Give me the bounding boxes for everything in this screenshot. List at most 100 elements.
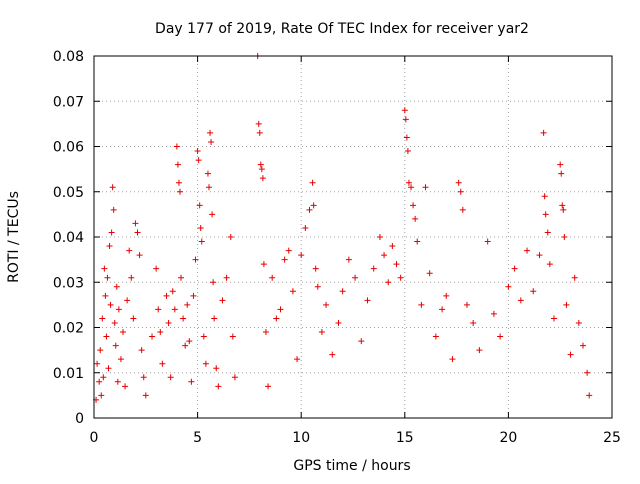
data-point (211, 315, 218, 322)
data-point (302, 224, 309, 231)
data-point (306, 206, 313, 213)
data-point (439, 306, 446, 313)
data-point (269, 274, 276, 281)
chart-title: Day 177 of 2019, Rate Of TEC Index for r… (155, 21, 529, 37)
y-axis-label: ROTI / TECUs (6, 191, 22, 283)
data-point (115, 306, 122, 313)
data-point (426, 270, 433, 277)
x-tick-label: 5 (193, 430, 202, 446)
data-point (546, 261, 553, 268)
data-point (190, 292, 197, 299)
data-point (153, 265, 160, 272)
data-point (294, 356, 301, 363)
data-point (260, 261, 267, 268)
data-point (117, 356, 124, 363)
data-point (393, 261, 400, 268)
data-point (432, 333, 439, 340)
x-tick-label: 0 (90, 430, 99, 446)
data-point (561, 234, 568, 240)
data-point (186, 338, 193, 345)
data-point (100, 374, 107, 381)
data-point (408, 184, 415, 191)
data-point (159, 360, 166, 367)
data-point (132, 220, 139, 227)
data-point (173, 143, 180, 150)
data-point (108, 229, 115, 236)
data-point (298, 252, 305, 259)
data-point (484, 238, 491, 245)
data-point (184, 301, 191, 308)
data-point (163, 292, 170, 299)
data-point (414, 238, 421, 245)
data-point (586, 392, 593, 399)
data-point (213, 365, 220, 372)
y-tick-label: 0.03 (53, 275, 84, 291)
y-tick-label: 0 (75, 411, 84, 427)
data-point (112, 342, 119, 349)
data-point (312, 265, 319, 272)
data-point (376, 234, 383, 240)
data-point (405, 179, 412, 186)
data-point (418, 301, 425, 308)
data-point (136, 252, 143, 259)
data-point (289, 288, 296, 295)
data-point (142, 392, 149, 399)
data-point (105, 365, 112, 372)
data-point (402, 116, 409, 123)
data-point (103, 333, 110, 340)
data-point (258, 166, 265, 173)
data-point (557, 161, 564, 168)
data-point (314, 283, 321, 290)
data-point (567, 351, 574, 358)
data-point (94, 360, 101, 367)
data-point (497, 333, 504, 340)
data-point (536, 252, 543, 259)
data-point (111, 319, 118, 326)
data-point (364, 297, 371, 304)
data-point (169, 288, 176, 295)
data-point (345, 256, 352, 263)
data-point (210, 279, 217, 286)
y-tick-label: 0.04 (53, 230, 84, 246)
data-point (457, 188, 464, 195)
y-axis-tick-labels: 0 0.01 0.02 0.03 0.04 0.05 0.06 0.07 0.08 (53, 49, 84, 427)
x-tick-label: 15 (396, 430, 414, 446)
data-point (524, 247, 531, 254)
data-point (149, 333, 156, 340)
data-point (530, 288, 537, 295)
data-point (202, 360, 209, 367)
data-point (120, 329, 127, 336)
data-point (463, 301, 470, 308)
data-point (262, 329, 269, 336)
x-tick-label: 20 (499, 430, 517, 446)
data-point (200, 333, 207, 340)
data-point (182, 342, 189, 349)
x-tick-label: 10 (292, 430, 310, 446)
data-point (476, 347, 483, 354)
data-point (106, 243, 113, 250)
data-point (412, 215, 419, 222)
data-point (122, 383, 129, 390)
data-point (541, 193, 548, 200)
data-point (281, 256, 288, 263)
data-point (155, 306, 162, 313)
data-point (176, 188, 183, 195)
grid-lines (94, 56, 612, 418)
data-point (560, 206, 567, 213)
data-point (98, 392, 105, 399)
data-point (335, 319, 342, 326)
data-point (517, 297, 524, 304)
data-point (505, 283, 512, 290)
data-point (397, 274, 404, 281)
data-point (584, 369, 591, 376)
y-tick-label: 0.06 (53, 140, 84, 156)
data-point (178, 274, 185, 281)
data-point (171, 306, 178, 313)
data-point (381, 252, 388, 259)
data-point (107, 301, 114, 308)
data-point (550, 315, 557, 322)
data-point (138, 347, 145, 354)
data-point (194, 148, 201, 155)
data-point (277, 306, 284, 313)
data-point (403, 134, 410, 141)
